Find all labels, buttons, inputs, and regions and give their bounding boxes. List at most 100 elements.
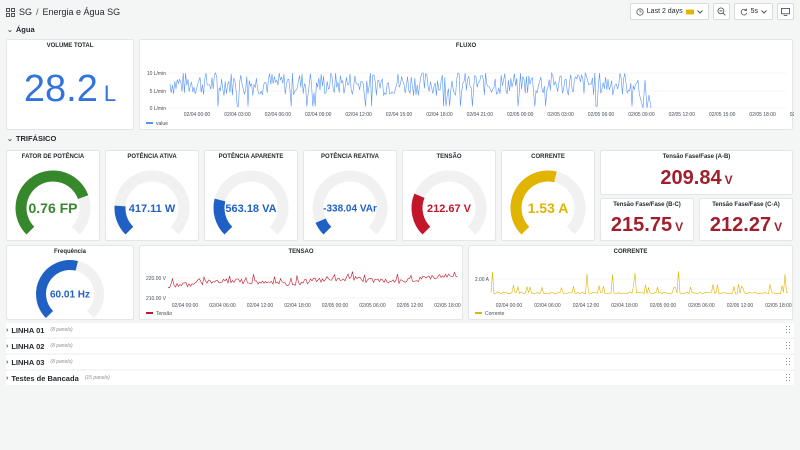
tensao-bc-panel[interactable]: Tensão Fase/Fase (B-C) 215.75 V <box>600 198 694 241</box>
x-tick-label: 02/05 21:00 <box>790 112 794 118</box>
x-tick-label: 02/04 12:00 <box>573 303 600 309</box>
tensao-chart-panel[interactable]: TENSAO 220.00 V 210.00 V 02/04 00:00 02/04 … <box>139 245 463 320</box>
gauge-value: 563.18 VA <box>225 203 276 215</box>
drag-handle-icon[interactable] <box>786 358 791 366</box>
x-tick-label: 02/05 18:00 <box>434 303 461 309</box>
y-tick-label: 10 L/min <box>147 71 166 77</box>
panel-title: TENSÃO <box>436 154 462 160</box>
collapsed-row-linha-02[interactable]: › LINHA 02 (8 panels) <box>6 339 794 353</box>
gauge-panel-potencia-aparente[interactable]: POTÊNCIA APARENTE 563.18 VA <box>204 150 298 241</box>
dashboard-title[interactable]: Energia e Água SG <box>42 7 121 17</box>
tensao-ca-value: 212.27 <box>709 214 772 236</box>
gauge-fill <box>114 205 134 235</box>
breadcrumb: SG / Energia e Água SG <box>6 7 120 17</box>
tensao-ca-panel[interactable]: Tensão Fase/Fase (C-A) 212.27 V <box>699 198 793 241</box>
corrente-chart[interactable]: 2.00 A 02/04 00:00 02/04 06:00 02/04 12:00 0… <box>469 246 794 321</box>
tensao-chart[interactable]: 220.00 V 210.00 V 02/04 00:00 02/04 06:00 02… <box>140 246 464 321</box>
gauge-fill <box>411 193 431 235</box>
gauge-fill <box>213 198 233 235</box>
y-tick-label: 220.00 V <box>146 276 167 282</box>
x-tick-label: 02/05 09:00 <box>628 112 655 118</box>
gauge-panel-tensao[interactable]: TENSÃO 212.67 V <box>402 150 496 241</box>
zoom-out-button[interactable] <box>712 3 730 20</box>
gauge-chart: 60.01 Hz <box>36 260 104 319</box>
gauge-panel-fator-potencia[interactable]: FATOR DE POTÊNCIA 0.76 FP <box>6 150 100 241</box>
gauge-chart: 0.76 FP <box>15 170 91 235</box>
drag-handle-icon[interactable] <box>786 342 791 350</box>
gauge-panel-potencia-ativa[interactable]: POTÊNCIA ATIVA 417.11 W <box>105 150 199 241</box>
panel-title: TENSAO <box>288 249 314 255</box>
y-tick-label: 2.00 A <box>475 277 490 283</box>
volume-value: 28.2 L <box>7 68 133 111</box>
gauge-fill <box>315 218 332 235</box>
panel-title: Frequência <box>53 249 86 255</box>
gauge-panel-potencia-reativa[interactable]: POTÊNCIA REATIVA -338.04 VAr <box>303 150 397 241</box>
fluxo-panel[interactable]: FLUXO 10 L/min 5 L/min 0 L/min 02/04 00:00 0… <box>139 39 794 131</box>
panel-title: FATOR DE POTÊNCIA <box>21 154 85 160</box>
gauge-value: 417.11 W <box>129 203 176 215</box>
x-tick-label: 02/05 00:00 <box>507 112 534 118</box>
x-tick-label: 02/04 06:00 <box>265 112 292 118</box>
x-tick-label: 02/04 21:00 <box>467 112 494 118</box>
gauge-track <box>312 170 388 235</box>
gauge-chart: -338.04 VAr <box>312 170 388 235</box>
gauge-fill <box>15 170 89 235</box>
volume-unit: L <box>103 81 117 106</box>
dashboards-grid-icon[interactable] <box>6 7 15 17</box>
x-tick-label: 02/04 06:00 <box>209 303 236 309</box>
chevron-right-icon: › <box>6 342 9 350</box>
tv-mode-button[interactable] <box>777 3 794 20</box>
corrente-chart-panel[interactable]: CORRENTE 2.00 A 02/04 00:00 02/04 06:00 02/… <box>468 245 793 320</box>
chevron-right-icon: › <box>6 326 9 334</box>
chevron-right-icon: › <box>6 374 9 382</box>
drag-handle-icon[interactable] <box>786 326 791 334</box>
gauge-fill <box>510 170 557 235</box>
row-header-trifasico[interactable]: ⌄ TRIFÁSICO <box>7 134 56 143</box>
panel-title: POTÊNCIA REATIVA <box>321 154 379 160</box>
x-tick-label: 02/04 00:00 <box>172 303 199 309</box>
row-header-agua[interactable]: ⌄ Água <box>7 25 35 34</box>
x-tick-label: 02/04 18:00 <box>611 303 638 309</box>
chevron-down-icon: ⌄ <box>7 135 13 143</box>
gauge-fill <box>36 260 78 319</box>
clock-icon <box>636 7 644 16</box>
legend-swatch <box>146 312 153 314</box>
x-tick-label: 02/05 15:00 <box>709 112 736 118</box>
tensao-series-line <box>167 271 458 289</box>
zoom-out-icon <box>717 7 726 16</box>
x-tick-label: 02/05 06:00 <box>688 303 715 309</box>
legend-label: Corrente <box>485 311 505 317</box>
y-tick-label: 5 L/min <box>150 89 167 95</box>
fluxo-series-line <box>169 71 652 109</box>
y-tick-label: 210.00 V <box>146 296 167 302</box>
collapsed-row-linha-03[interactable]: › LINHA 03 (8 panels) <box>6 355 794 369</box>
collapsed-row-testes-de-bancada[interactable]: › Testes de Bancada (15 panels) <box>6 371 794 385</box>
panel-title: VOLUME TOTAL <box>46 43 94 49</box>
breadcrumb-folder[interactable]: SG <box>19 7 33 17</box>
panel-title: CORRENTE <box>613 249 648 255</box>
panel-title: Tensão Fase/Fase (B-C) <box>613 202 681 208</box>
drag-handle-icon[interactable] <box>786 374 791 382</box>
time-range-picker[interactable]: Last 2 days <box>629 3 709 20</box>
breadcrumb-separator: / <box>36 7 39 17</box>
tensao-ab-panel[interactable]: Tensão Fase/Fase (A-B) 209.84 V <box>600 150 793 195</box>
row-title: TRIFÁSICO <box>15 134 57 143</box>
volume-total-panel[interactable]: VOLUME TOTAL 28.2 L <box>6 39 134 130</box>
x-tick-label: 02/04 03:00 <box>224 112 251 118</box>
tensao-ab-unit: V <box>724 173 733 187</box>
x-tick-label: 02/05 06:00 <box>359 303 386 309</box>
x-tick-label: 02/04 18:00 <box>426 112 453 118</box>
chevron-down-icon <box>761 9 767 14</box>
fluxo-chart[interactable]: 10 L/min 5 L/min 0 L/min 02/04 00:00 02/04 0… <box>140 40 794 131</box>
gauge-panel-frequencia[interactable]: Frequência 60.01 Hz <box>6 245 134 320</box>
x-tick-label: 02/05 12:00 <box>727 303 754 309</box>
gauge-panel-corrente[interactable]: CORRENTE 1.53 A <box>501 150 595 241</box>
panel-title: CORRENTE <box>531 154 565 160</box>
refresh-button[interactable]: 5s <box>733 3 773 20</box>
x-tick-label: 02/05 00:00 <box>322 303 349 309</box>
panel-title: Tensão Fase/Fase (A-B) <box>662 154 731 160</box>
x-tick-label: 02/05 12:00 <box>669 112 696 118</box>
row-title: LINHA 02 <box>11 341 45 351</box>
row-title: LINHA 01 <box>11 325 45 335</box>
collapsed-row-linha-01[interactable]: › LINHA 01 (8 panels) <box>6 323 794 337</box>
